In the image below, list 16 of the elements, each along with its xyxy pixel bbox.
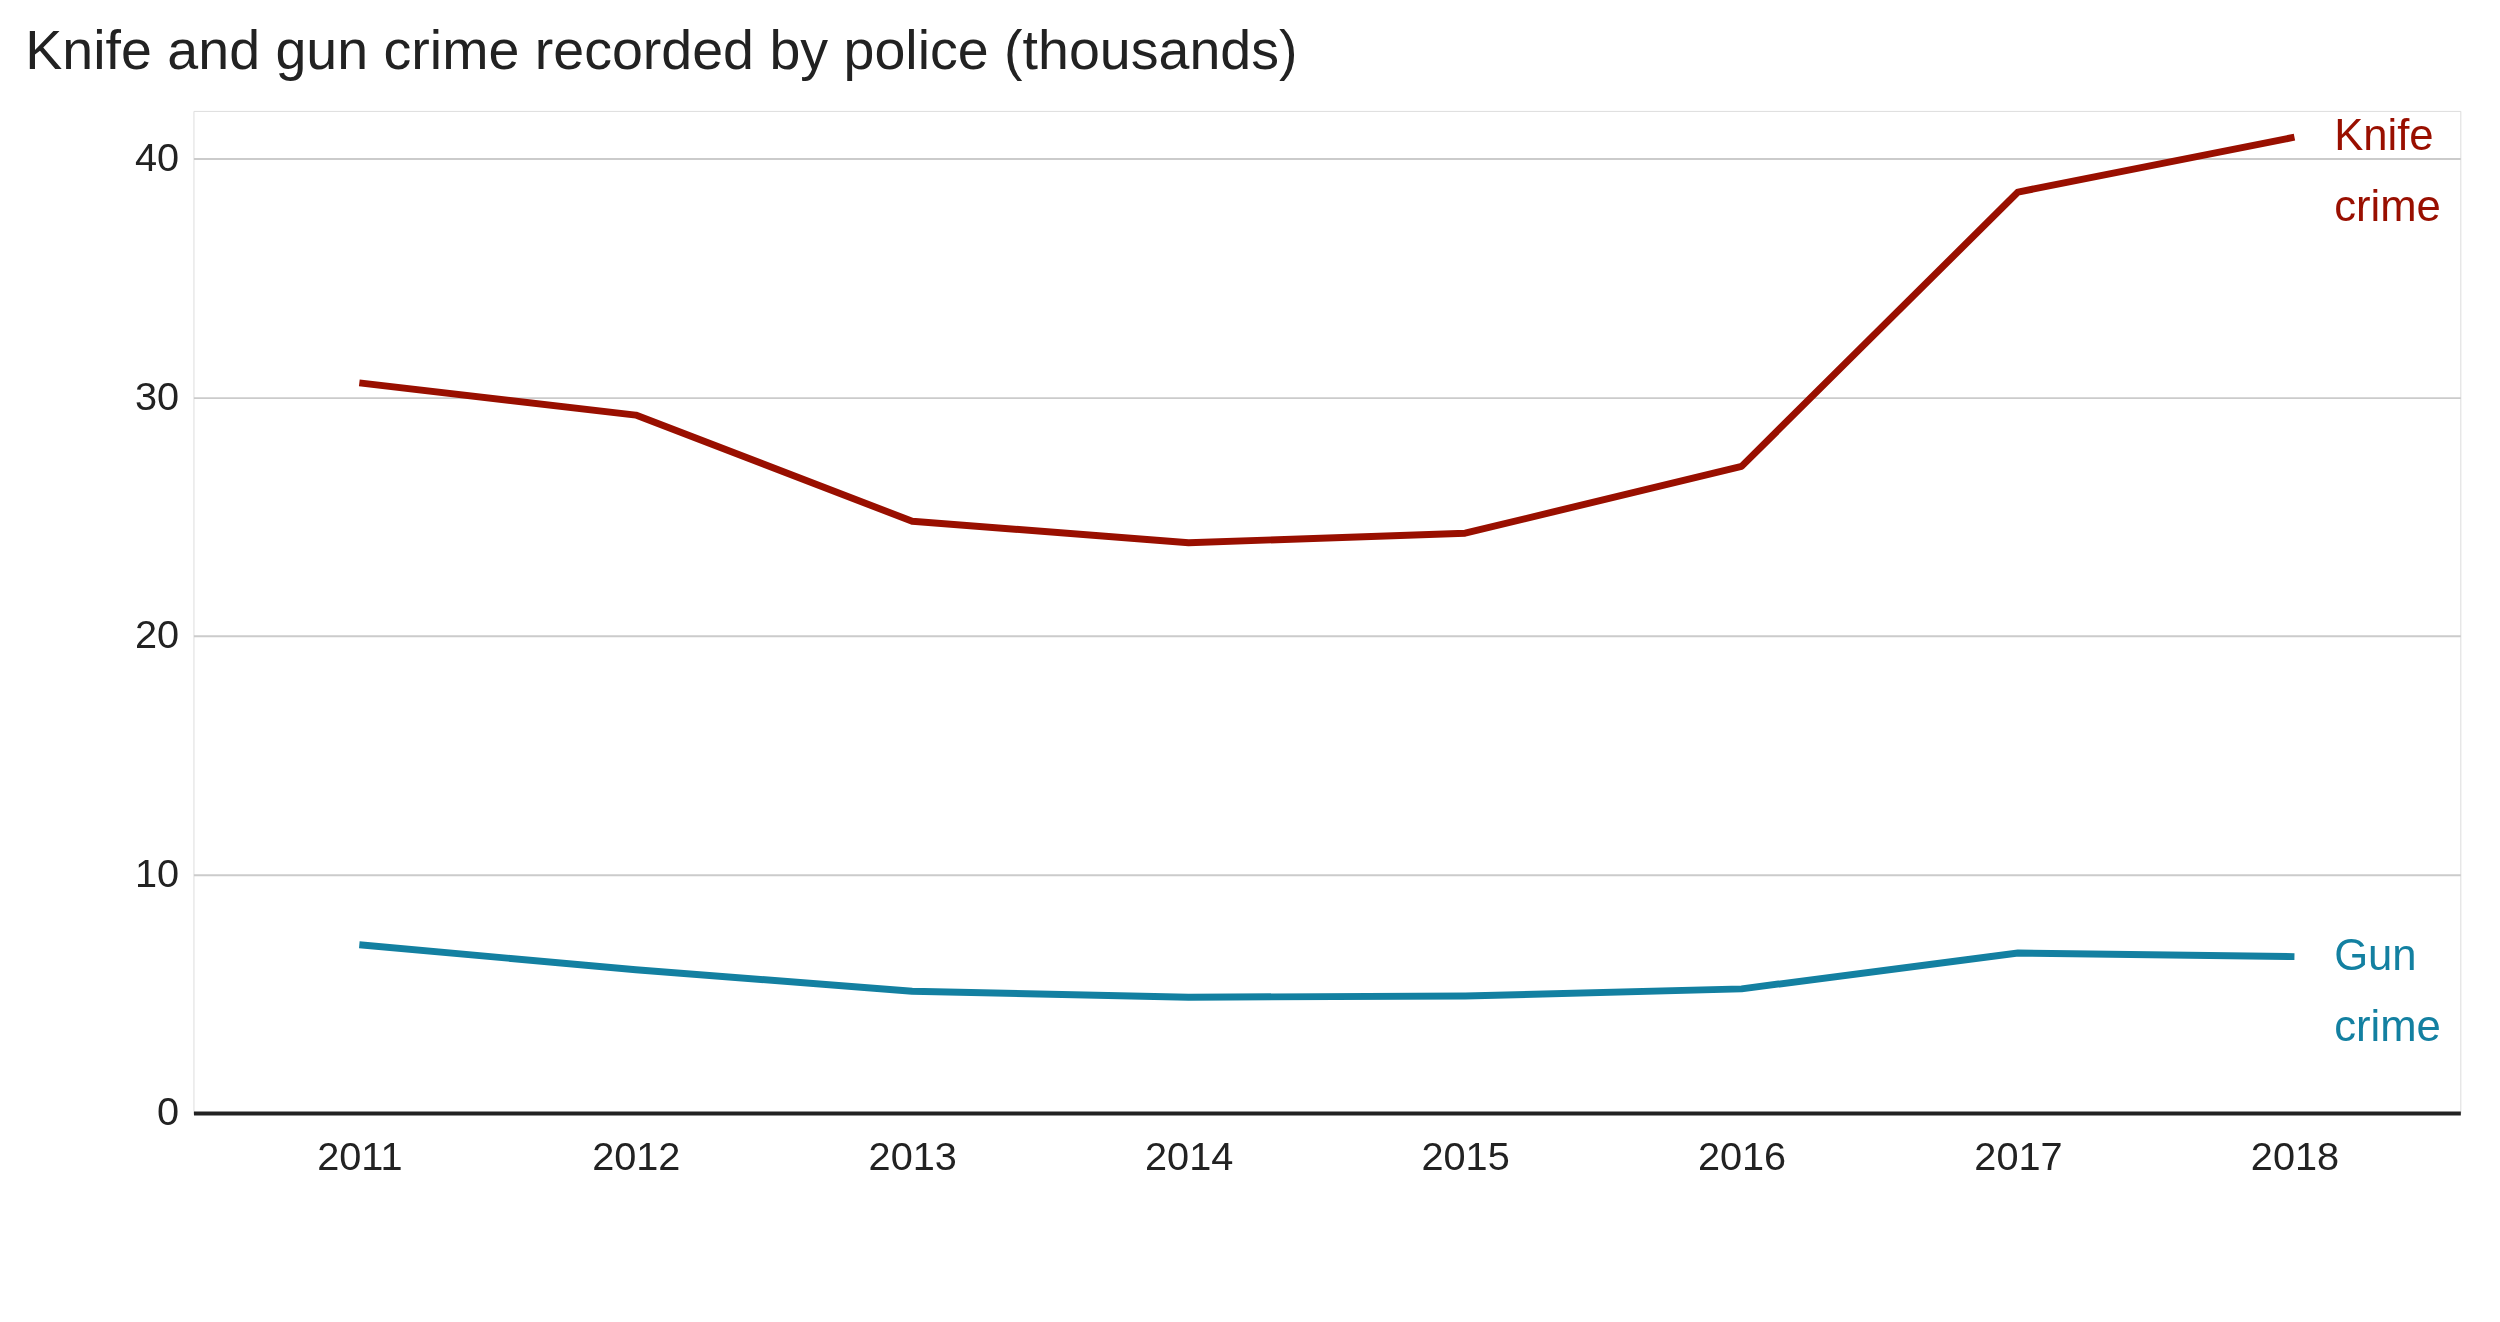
series-label: Knife crime <box>2334 110 2441 231</box>
x-tick-label: 2017 <box>1974 1133 2063 1178</box>
y-tick-label: 20 <box>134 612 180 657</box>
x-tick-label: 2014 <box>1145 1133 1234 1178</box>
x-tick-label: 2015 <box>1421 1133 1510 1178</box>
x-tick-label: 2018 <box>2250 1133 2340 1178</box>
series-label: Gun crime <box>2334 929 2441 1050</box>
x-tick-label: 2012 <box>592 1133 681 1178</box>
y-tick-label: 30 <box>134 373 180 418</box>
chart-title: Knife and gun crime recorded by police (thousands) <box>25 19 1298 82</box>
x-tick-label: 2016 <box>1697 1133 1787 1178</box>
y-tick-label: 40 <box>134 135 180 180</box>
y-tick-label: 0 <box>156 1089 180 1134</box>
y-tick-label: 10 <box>134 850 180 895</box>
x-tick-label: 2013 <box>868 1133 957 1178</box>
x-tick-label: 2011 <box>317 1133 403 1178</box>
